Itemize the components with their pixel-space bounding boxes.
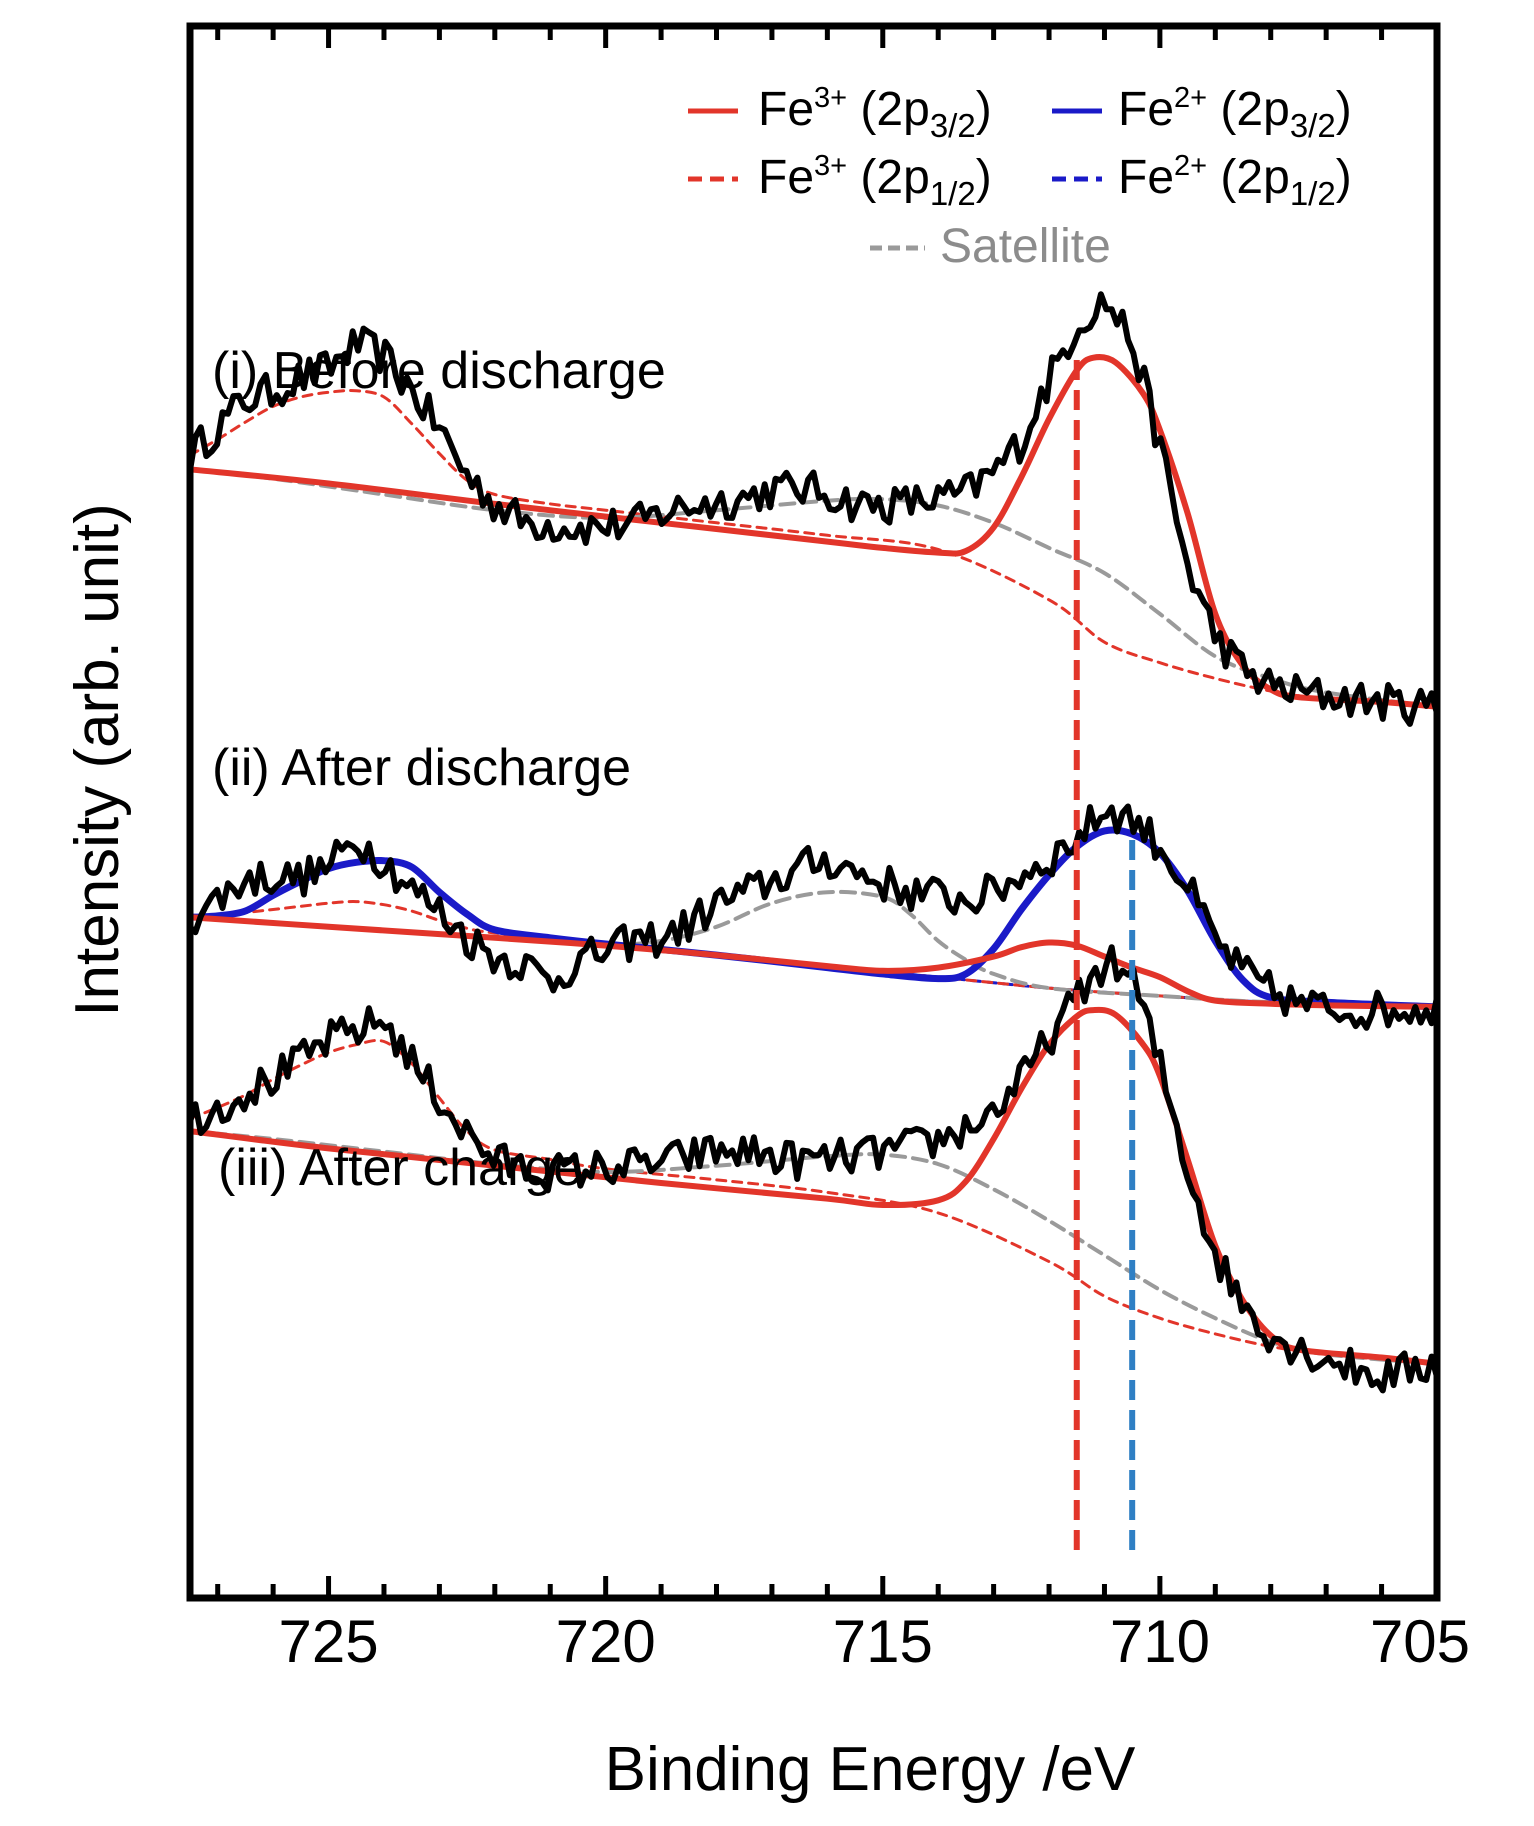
plot-frame: [186, 22, 1441, 1602]
x-axis-title: Binding Energy /eV: [605, 1735, 1136, 1804]
plot-curves: [186, 291, 1441, 1394]
panel-label-2: (ii) After discharge: [212, 739, 631, 797]
x-tick-label: 705: [1370, 1608, 1470, 1675]
panel-2-experimental-line: [187, 803, 1440, 1031]
x-tick-label: 715: [833, 1608, 933, 1675]
reference-lines: [1073, 360, 1136, 1560]
x-tick-label: 710: [1110, 1608, 1210, 1675]
legend-label-fe3_32: Fe3+ (2p3/2): [758, 82, 992, 144]
panel-label-1: (i) Before discharge: [212, 342, 666, 400]
panel-labels: (i) Before discharge (ii) After discharge…: [212, 342, 666, 1197]
panel-1-curves: [187, 291, 1440, 727]
axis-ticks: 725 720 715 710 705: [215, 26, 1470, 1675]
panel-2-fe2-2p3-2-curve: [186, 826, 1441, 1011]
panel-2-fe3-2p3-2-curve: [187, 914, 1440, 1010]
panel-1-fe3-2p1-2-curve: [188, 388, 1439, 709]
legend: Fe3+ (2p3/2) Fe2+ (2p3/2) Fe3+ (2p1/2) Fe2+…: [688, 82, 1352, 273]
x-tick-label: 720: [556, 1608, 656, 1675]
panel-3-satellite-curve: [188, 1129, 1439, 1366]
legend-label-fe2_32: Fe2+ (2p3/2): [1118, 82, 1352, 144]
legend-label-sat: Satellite: [940, 220, 1111, 273]
y-axis-title: Intensity (arb. unit): [63, 503, 132, 1016]
panel-2-fe3-2p1-2-curve: [188, 900, 1439, 1009]
panel-1-fe3-2p3-2-curve: [187, 354, 1440, 710]
legend-label-fe3_12: Fe3+ (2p1/2): [758, 150, 992, 212]
panel-3-experimental-line: [187, 944, 1440, 1394]
legend-label-fe2_12: Fe2+ (2p1/2): [1118, 150, 1352, 212]
x-tick-label: 725: [279, 1608, 379, 1675]
panel-2-curves: [186, 803, 1441, 1031]
panel-1-experimental-line: [187, 291, 1440, 727]
panel-label-3: (iii) After charge: [218, 1139, 582, 1197]
panel-3-curves: [187, 944, 1440, 1394]
